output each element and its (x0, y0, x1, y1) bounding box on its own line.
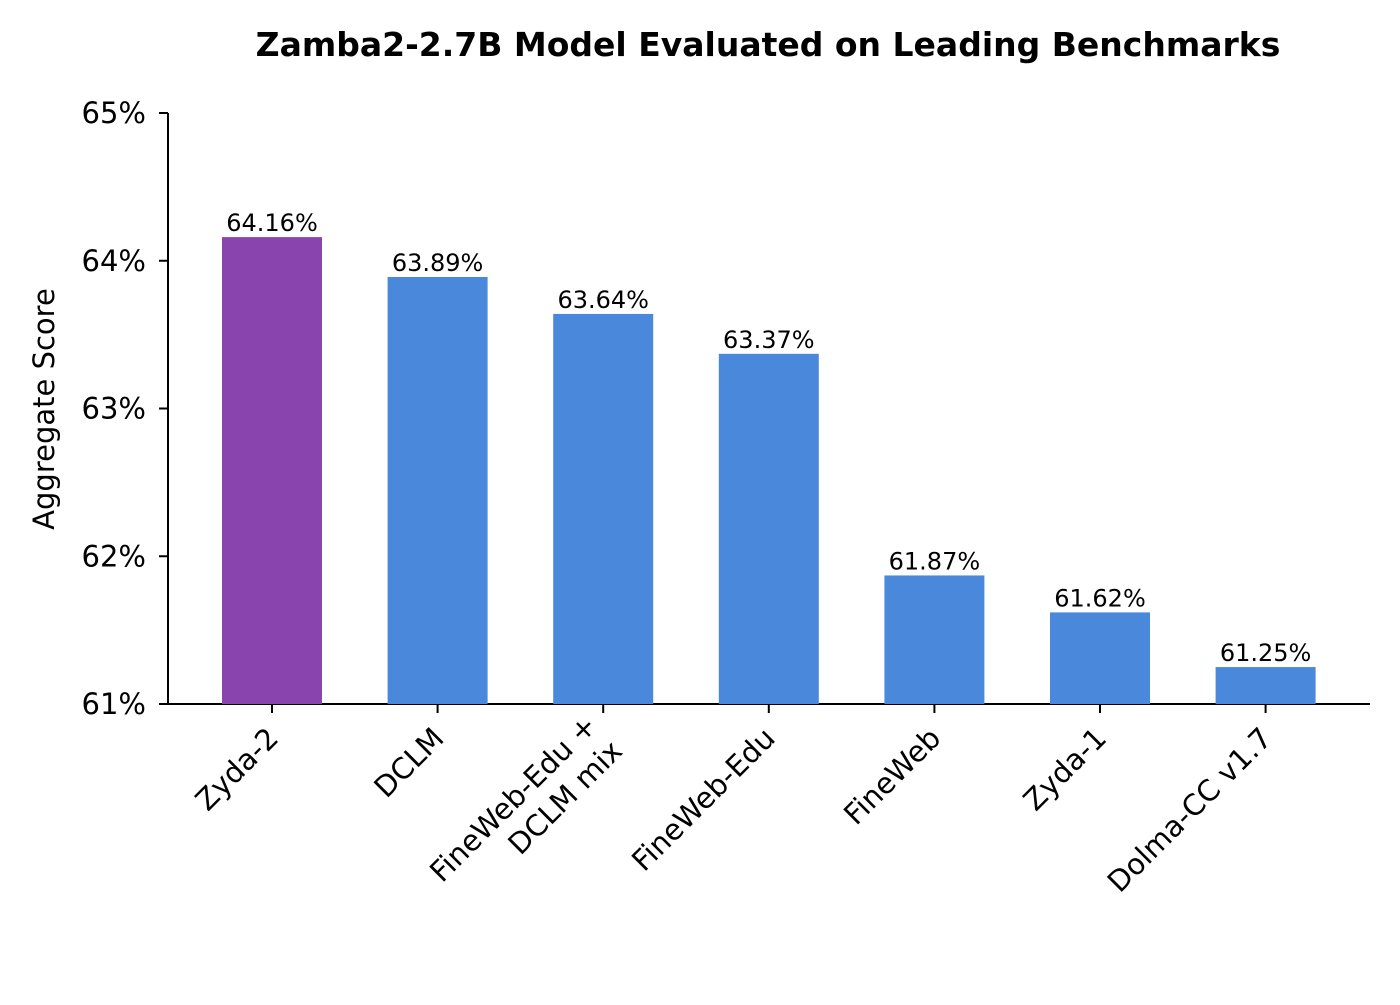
bar (1050, 612, 1150, 704)
bar (1215, 667, 1316, 704)
bar (884, 575, 985, 704)
y-tick-label: 65% (82, 96, 146, 130)
bar-value-label: 63.64% (557, 286, 649, 314)
x-tick-label-line: FineWeb (837, 721, 947, 831)
x-tick-label-line: Dolma-CC v1.7 (1101, 721, 1279, 899)
y-tick-label: 61% (82, 687, 146, 721)
bar-value-label: 61.62% (1054, 584, 1146, 612)
bar (553, 313, 654, 704)
y-ticks: 61% 62% 63% 64% 65% (82, 96, 168, 721)
y-tick-label: 64% (82, 244, 146, 278)
bars (222, 237, 1316, 705)
bar (718, 353, 819, 704)
bar-value-label: 61.87% (889, 547, 981, 575)
data-labels: 64.16% 63.89% 63.64% 63.37% 61.87% 61.62% 61.2… (226, 209, 1311, 667)
x-tick-label: Zyda-1 (1017, 721, 1113, 817)
x-tick-label-line: Zyda-1 (1017, 721, 1113, 817)
x-tick-label-line: FineWeb-Edu (625, 721, 782, 878)
bar-value-label: 63.37% (723, 326, 815, 354)
bar-value-label: 64.16% (226, 209, 318, 237)
y-tick-label: 63% (82, 392, 146, 426)
x-tick-label-line: DCLM (367, 721, 450, 804)
chart-title: Zamba2-2.7B Model Evaluated on Leading B… (256, 25, 1281, 64)
y-axis-label: Aggregate Score (27, 288, 61, 530)
x-tick-label-line: Zyda-2 (189, 721, 285, 817)
x-tick-label: FineWeb-Edu (625, 721, 782, 878)
x-tick-label: DCLM (367, 721, 450, 804)
bar (387, 277, 488, 704)
x-tick-label: Zyda-2 (189, 721, 285, 817)
bar-value-label: 61.25% (1220, 639, 1312, 667)
x-tick-label: FineWeb (837, 721, 947, 831)
x-tick-label: FineWeb-Edu +DCLM mix (423, 708, 629, 914)
x-tick-label: Dolma-CC v1.7 (1101, 721, 1279, 899)
y-tick-label: 62% (82, 539, 146, 573)
bar (222, 237, 322, 705)
bar-value-label: 63.89% (392, 249, 484, 277)
